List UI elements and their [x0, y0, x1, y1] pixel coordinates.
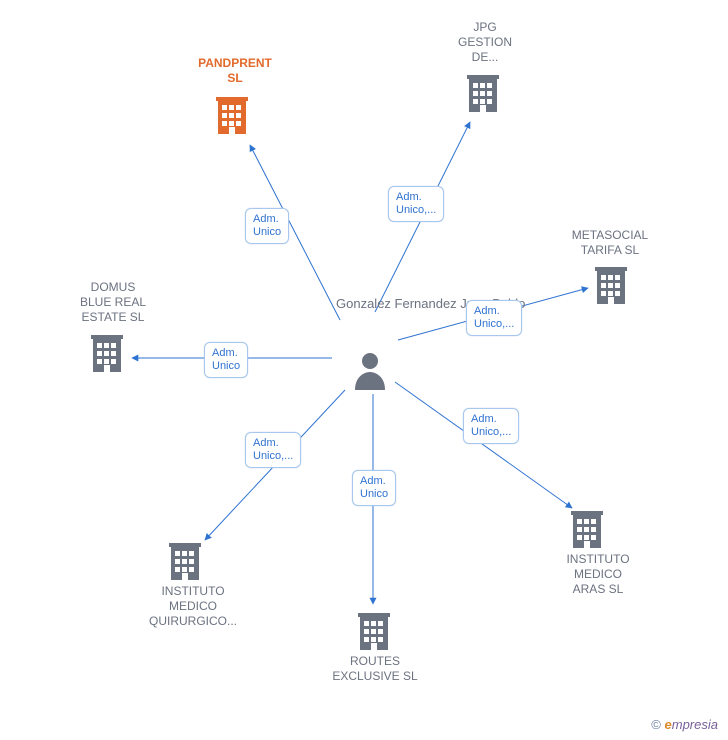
company-label: ROUTES EXCLUSIVE SL — [310, 654, 440, 684]
person-icon — [353, 350, 387, 390]
brand-rest: mpresia — [672, 717, 718, 732]
relationship-badge: Adm. Unico,... — [466, 300, 522, 336]
watermark: © empresia — [651, 717, 718, 732]
company-label: JPG GESTION DE... — [440, 20, 530, 65]
company-label: INSTITUTO MEDICO ARAS SL — [548, 552, 648, 597]
relationship-badge: Adm. Unico,... — [245, 432, 301, 468]
company-label: INSTITUTO MEDICO QUIRURGICO... — [128, 584, 258, 629]
relationship-badge: Adm. Unico — [352, 470, 396, 506]
relationship-badge: Adm. Unico — [245, 208, 289, 244]
brand-initial: e — [665, 717, 672, 732]
relationship-badge: Adm. Unico,... — [463, 408, 519, 444]
building-icon — [168, 542, 202, 580]
building-icon — [90, 334, 124, 372]
company-label: DOMUS BLUE REAL ESTATE SL — [58, 280, 168, 325]
building-icon — [594, 266, 628, 304]
building-icon — [215, 96, 249, 134]
company-label: METASOCIAL TARIFA SL — [550, 228, 670, 258]
building-icon — [357, 612, 391, 650]
company-label: PANDPRENT SL — [180, 56, 290, 86]
relationship-badge: Adm. Unico — [204, 342, 248, 378]
building-icon — [466, 74, 500, 112]
edge-line — [395, 382, 572, 508]
building-icon — [570, 510, 604, 548]
copyright-symbol: © — [651, 717, 661, 732]
relationship-badge: Adm. Unico,... — [388, 186, 444, 222]
